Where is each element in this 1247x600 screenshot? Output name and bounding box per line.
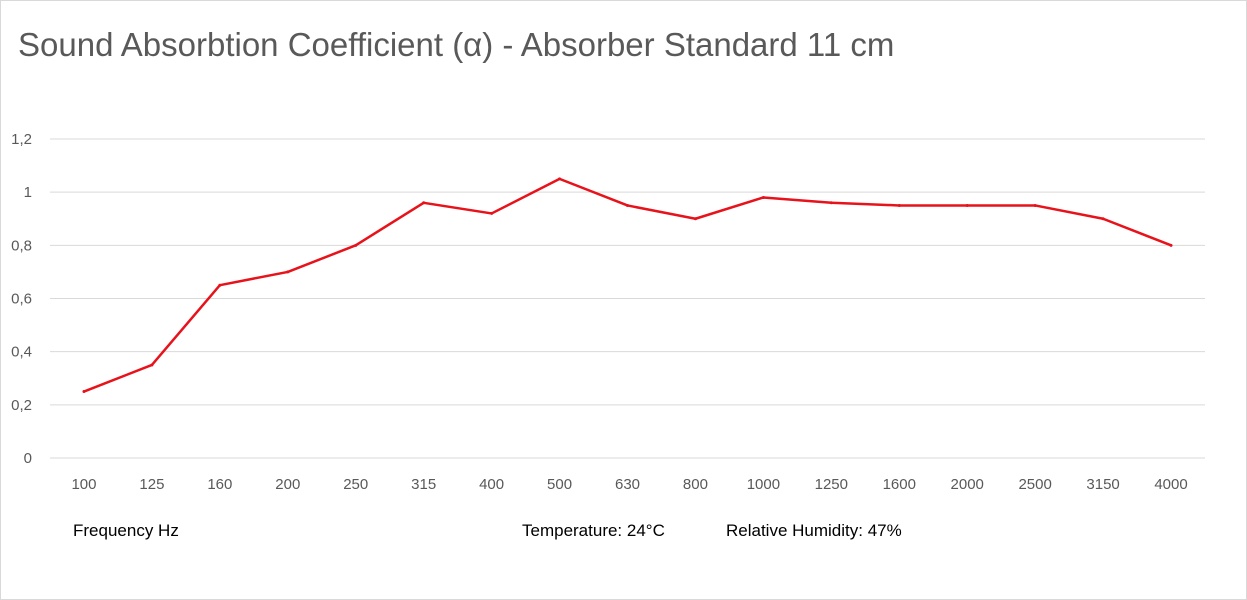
x-tick-label: 2000 xyxy=(951,476,984,493)
y-tick-label: 0,8 xyxy=(11,237,32,254)
x-tick-label: 160 xyxy=(207,476,232,493)
humidity-annotation: Relative Humidity: 47% xyxy=(726,521,902,540)
y-tick-label: 0,6 xyxy=(11,291,32,308)
x-tick-label: 500 xyxy=(547,476,572,493)
x-tick-label: 100 xyxy=(71,476,96,493)
data-point xyxy=(829,201,833,205)
x-tick-label: 315 xyxy=(411,476,436,493)
data-point xyxy=(965,203,969,207)
data-point xyxy=(286,270,290,274)
data-point xyxy=(693,217,697,221)
x-tick-label: 1600 xyxy=(883,476,916,493)
chart-title: Sound Absorbtion Coefficient (α) - Absor… xyxy=(18,26,895,63)
y-tick-label: 1,2 xyxy=(11,131,32,148)
y-tick-label: 0,2 xyxy=(11,397,32,414)
data-point xyxy=(1033,203,1037,207)
x-axis-label: Frequency Hz xyxy=(73,521,179,540)
x-tick-label: 200 xyxy=(275,476,300,493)
data-point xyxy=(897,203,901,207)
data-point xyxy=(761,195,765,199)
x-tick-label: 125 xyxy=(139,476,164,493)
x-tick-label: 1000 xyxy=(747,476,780,493)
data-point xyxy=(82,390,86,394)
y-tick-label: 0,4 xyxy=(11,344,32,361)
data-point xyxy=(218,283,222,287)
data-point xyxy=(422,201,426,205)
data-point xyxy=(1101,217,1105,221)
x-tick-label: 250 xyxy=(343,476,368,493)
x-tick-label: 3150 xyxy=(1086,476,1119,493)
data-point xyxy=(626,203,629,207)
x-tick-label: 4000 xyxy=(1154,476,1187,493)
data-point xyxy=(354,243,358,247)
x-tick-label: 2500 xyxy=(1018,476,1051,493)
series-line xyxy=(83,177,1172,393)
x-tick-label: 1250 xyxy=(815,476,848,493)
data-point xyxy=(150,363,154,367)
y-tick-label: 0 xyxy=(24,450,32,467)
temperature-annotation: Temperature: 24°C xyxy=(522,521,665,540)
x-tick-label: 800 xyxy=(683,476,708,493)
x-tick-label: 630 xyxy=(615,476,640,493)
y-tick-label: 1 xyxy=(24,184,32,201)
data-point xyxy=(558,177,562,181)
x-tick-label: 400 xyxy=(479,476,504,493)
data-point xyxy=(490,211,494,215)
data-point xyxy=(1169,243,1173,247)
